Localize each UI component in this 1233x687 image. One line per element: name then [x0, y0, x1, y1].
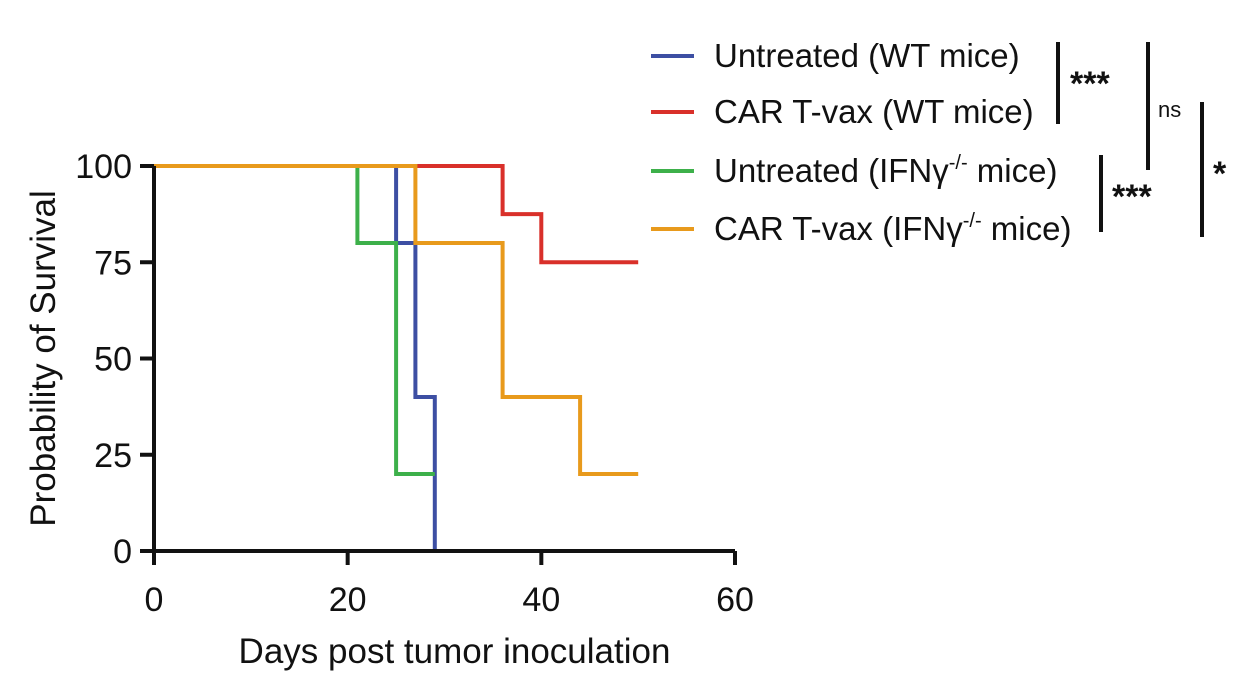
significance-label-1: *** — [1112, 178, 1152, 216]
significance-label-2: ns — [1158, 97, 1181, 122]
significance-label-3: * — [1213, 155, 1227, 193]
y-tick-label-4: 100 — [75, 148, 132, 186]
x-tick-label-0: 0 — [145, 581, 164, 619]
axes-layer: 0 20 40 60 0 25 50 75 100 Days post tumor inocula… — [24, 148, 754, 671]
y-axis-title: Probability of Survival — [24, 190, 63, 527]
significance-label-0: *** — [1070, 65, 1110, 103]
series-line-2 — [154, 164, 435, 476]
x-tick-label-2: 40 — [522, 581, 560, 619]
series-line-3 — [154, 164, 639, 476]
x-axis-title: Days post tumor inoculation — [239, 632, 671, 671]
y-tick-label-0: 0 — [113, 533, 132, 571]
legend-label-2: Untreated (IFNγ-/- mice) — [714, 152, 1057, 189]
y-tick-label-2: 50 — [94, 341, 132, 379]
series-line-0 — [154, 164, 437, 551]
series-layer — [154, 164, 639, 551]
series-line-1 — [154, 164, 639, 265]
y-tick-label-3: 75 — [94, 244, 132, 282]
legend-label-3: CAR T-vax (IFNγ-/- mice) — [714, 210, 1071, 247]
legend-label-1: CAR T-vax (WT mice) — [714, 93, 1034, 130]
legend-label-0: Untreated (WT mice) — [714, 37, 1020, 74]
y-tick-label-1: 25 — [94, 437, 132, 475]
significance-brackets: *** *** ns * — [1056, 42, 1227, 237]
x-tick-label-1: 20 — [329, 581, 367, 619]
legend: Untreated (WT mice) CAR T-vax (WT mice) Un… — [651, 37, 1071, 247]
x-tick-label-3: 60 — [716, 581, 754, 619]
